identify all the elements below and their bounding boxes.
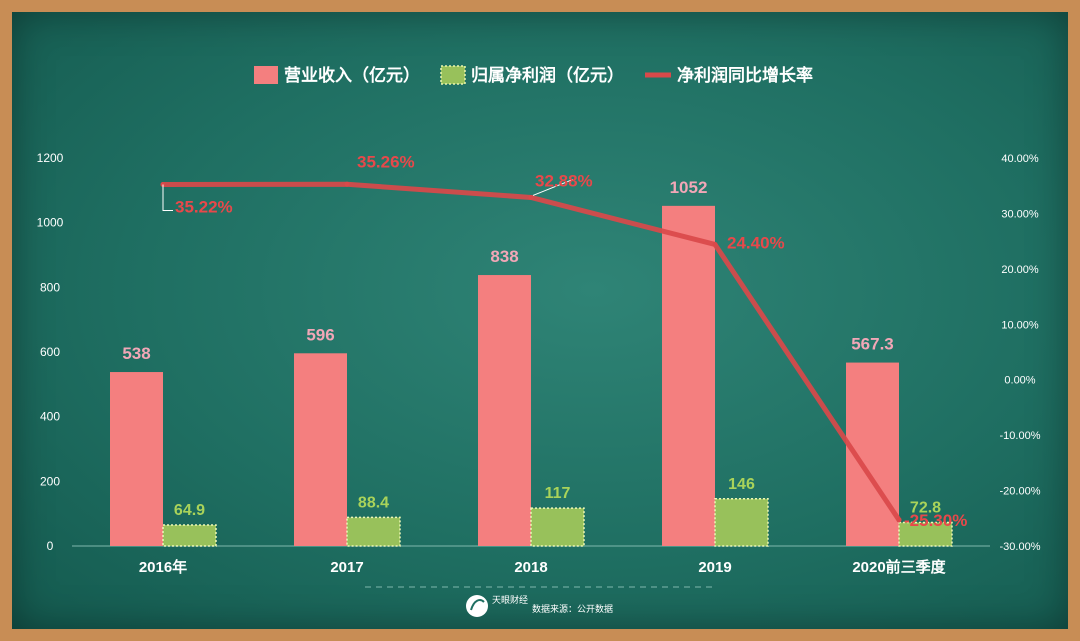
y-left-tick-label: 1200: [37, 151, 64, 165]
legend-swatch-net-profit: [440, 65, 466, 85]
leader-line: [532, 179, 574, 196]
legend-label-revenue: 营业收入（亿元）: [284, 65, 420, 85]
data-label-revenue: 1052: [670, 178, 708, 197]
x-tick-label: 2017: [330, 559, 363, 576]
data-label-revenue: 838: [490, 247, 518, 266]
data-label-growth: -25.30%: [904, 511, 967, 530]
y-left-tick-label: 800: [40, 280, 60, 294]
data-label-net-profit: 72.8: [910, 499, 941, 516]
y-right-tick-label: -10.00%: [1000, 430, 1041, 442]
y-right-tick-label: 20.00%: [1001, 264, 1039, 276]
data-label-growth: 32.88%: [535, 171, 593, 190]
x-tick-label: 2016年: [139, 558, 187, 576]
y-right-tick-label: 40.00%: [1001, 153, 1039, 165]
y-left-tick-label: 1000: [37, 216, 64, 230]
data-label-revenue: 538: [122, 344, 150, 363]
point-growth: [896, 517, 902, 523]
brand-name: 天眼财经: [492, 594, 528, 605]
bar-revenue: [110, 372, 163, 546]
brand-logo-icon: [466, 595, 488, 617]
data-label-net-profit: 117: [545, 485, 571, 502]
data-label-revenue: 596: [306, 325, 334, 344]
y-right-tick-label: 10.00%: [1001, 319, 1039, 331]
y-left-tick-label: 600: [40, 345, 60, 359]
data-label-growth: 24.40%: [727, 233, 785, 252]
bar-revenue: [294, 353, 347, 546]
bar-revenue: [662, 205, 715, 546]
bar-net-profit: [346, 516, 401, 547]
legend-swatch-revenue: [254, 66, 278, 84]
data-label-growth: 35.22%: [175, 197, 233, 216]
x-tick-label: 2020前三季度: [852, 558, 946, 576]
y-right-tick-label: 0.00%: [1004, 375, 1035, 387]
data-source-note: 数据来源：公开数据: [532, 603, 613, 614]
bar-net-profit: [714, 498, 769, 547]
x-tick-label: 2018: [514, 559, 547, 576]
data-label-net-profit: 146: [728, 476, 755, 493]
y-right-tick-label: 30.00%: [1001, 208, 1039, 220]
y-right-tick-label: -30.00%: [1000, 541, 1041, 553]
x-tick-label: 2019: [698, 559, 731, 576]
y-left-tick-label: 0: [47, 539, 54, 553]
point-growth: [344, 181, 350, 187]
data-label-net-profit: 64.9: [174, 502, 205, 519]
bar-net-profit: [162, 524, 217, 547]
leader-line: [162, 184, 173, 211]
data-label-net-profit: 88.4: [358, 494, 389, 511]
point-growth: [712, 241, 718, 247]
legend-label-growth: 净利润同比增长率: [677, 65, 813, 85]
bar-net-profit: [530, 507, 585, 547]
y-left-tick-label: 400: [40, 410, 60, 424]
y-right-tick-label: -20.00%: [1000, 486, 1041, 498]
y-left-tick-label: 200: [40, 474, 60, 488]
data-label-revenue: 567.3: [851, 335, 894, 354]
point-growth: [528, 194, 534, 200]
bar-net-profit: [898, 521, 953, 547]
bar-revenue: [478, 275, 531, 546]
data-label-growth: 35.26%: [357, 152, 415, 171]
brand-logo-mark: [470, 599, 485, 611]
legend-label-net-profit: 归属净利润（亿元）: [471, 65, 624, 85]
